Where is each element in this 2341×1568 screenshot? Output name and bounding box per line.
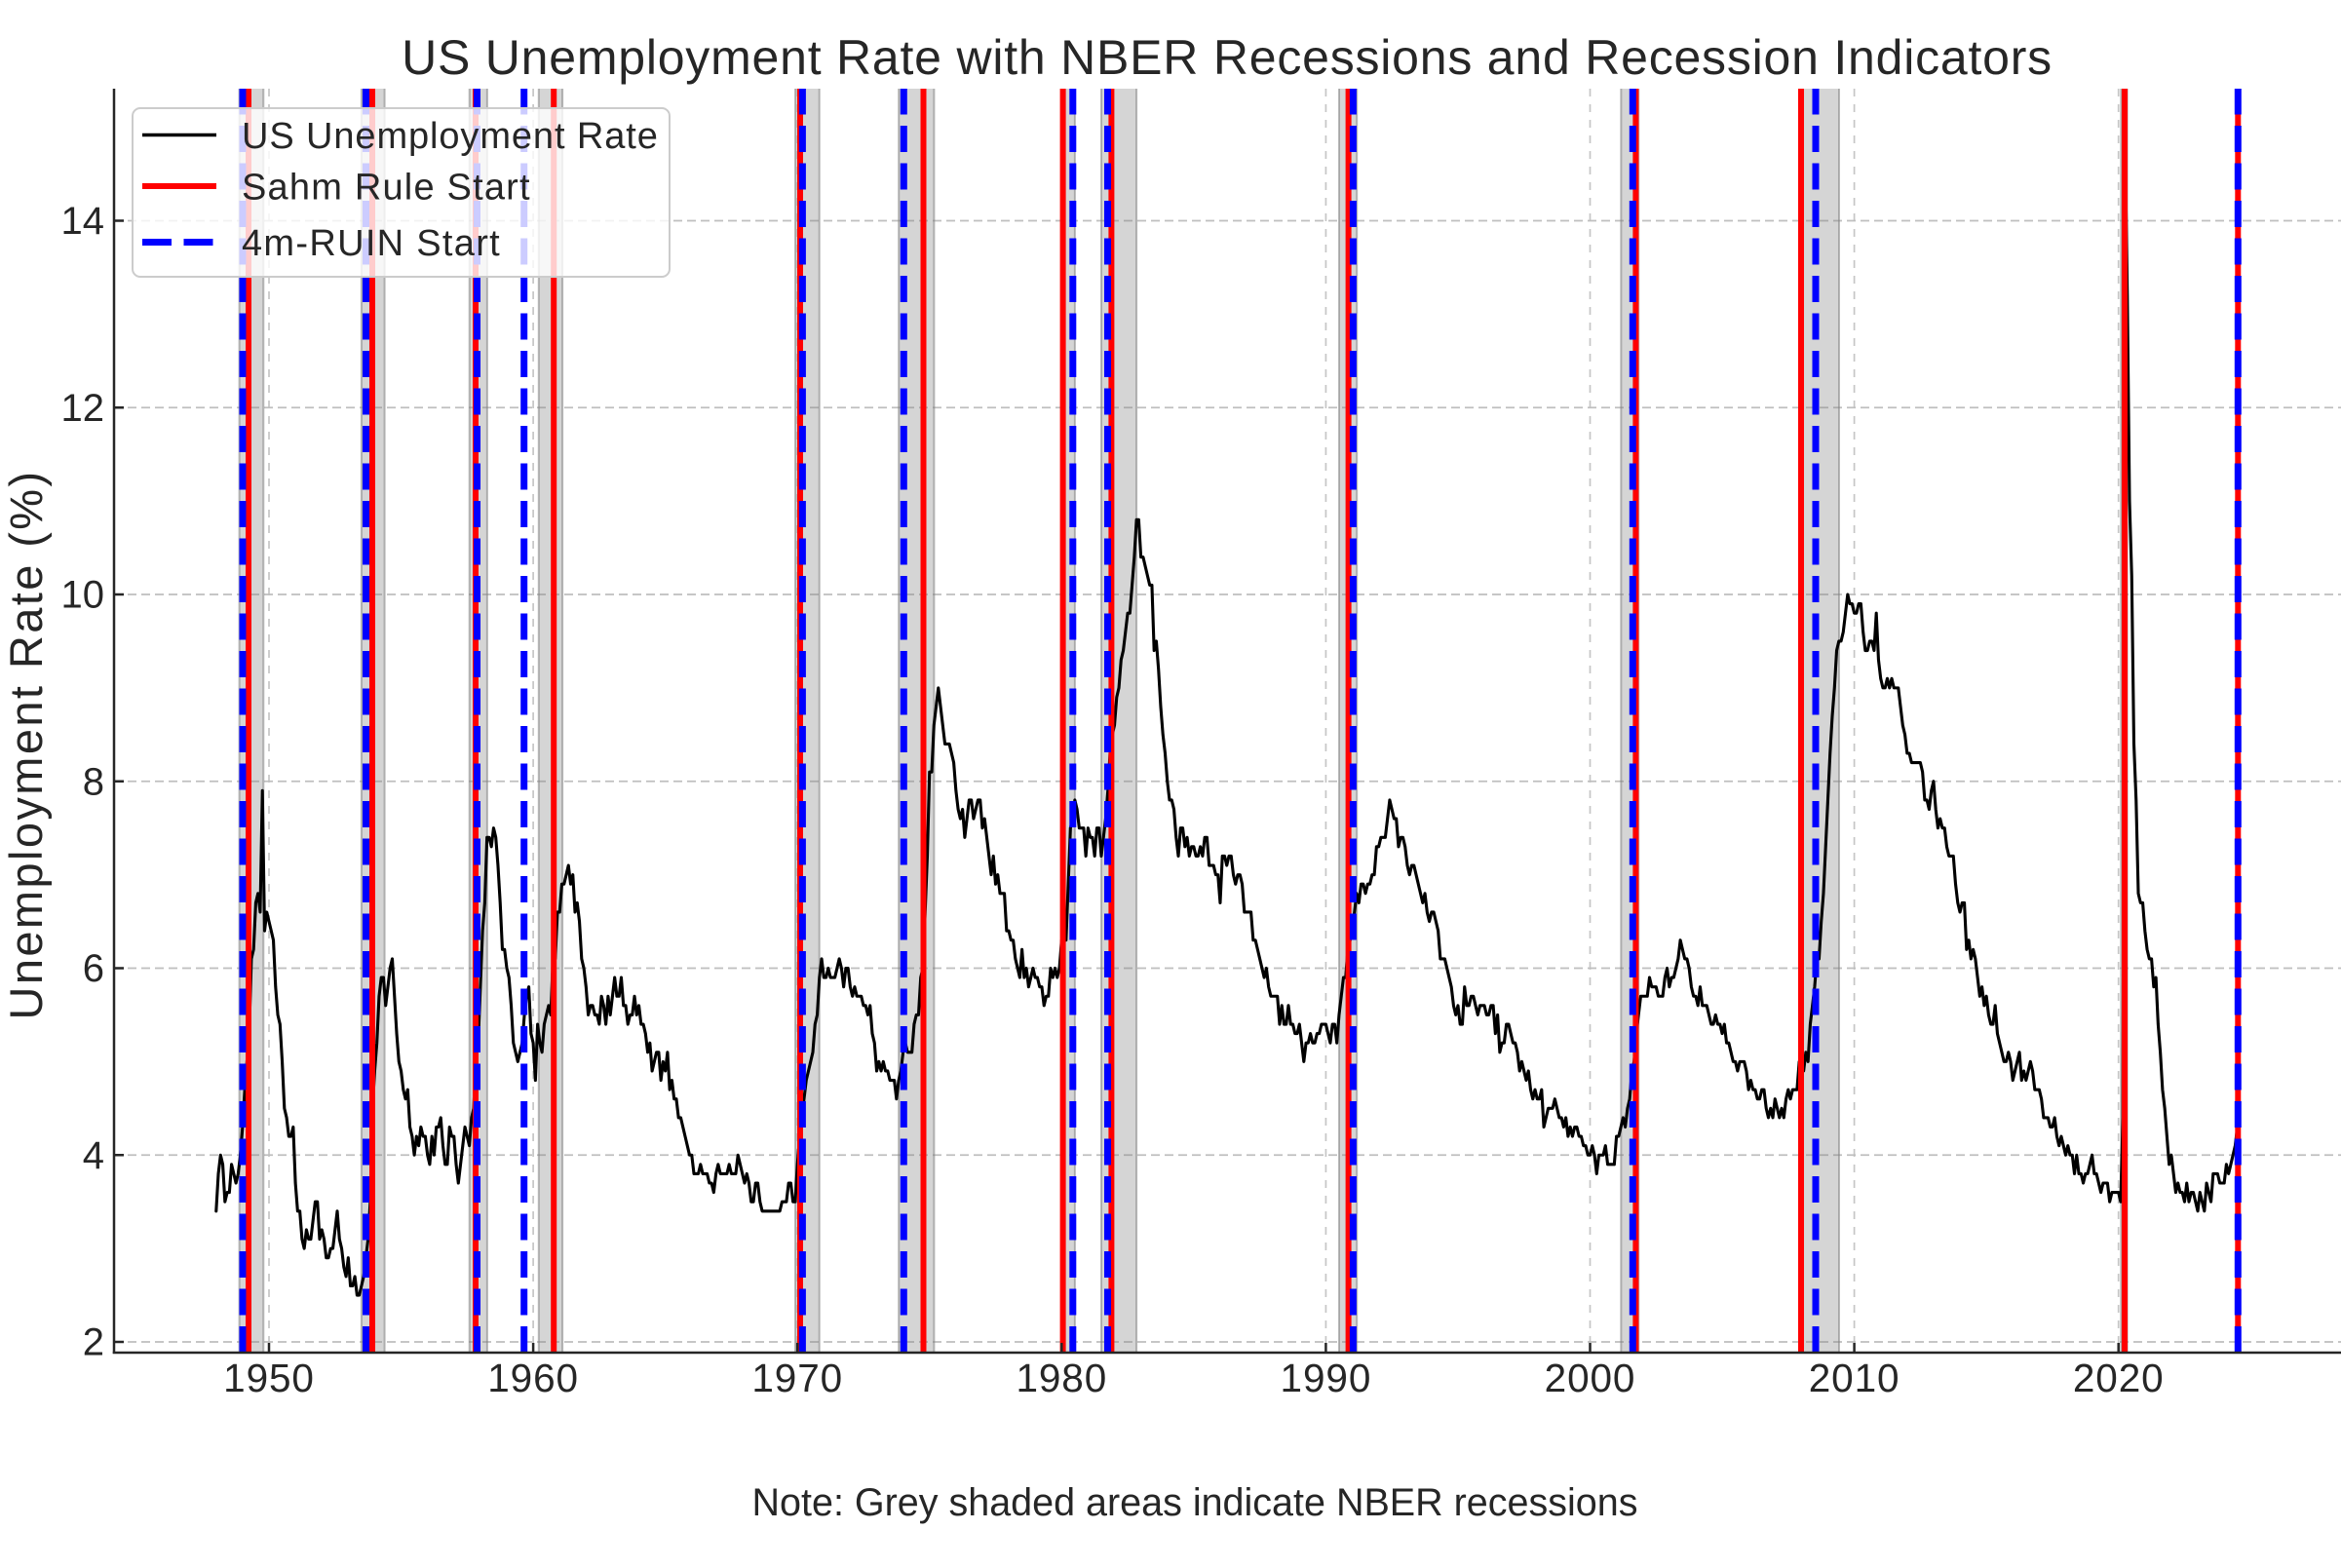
svg-text:Sahm Rule Start: Sahm Rule Start [242,168,531,209]
svg-text:1960: 1960 [487,1356,579,1400]
svg-text:Note: Grey shaded areas indica: Note: Grey shaded areas indicate NBER re… [752,1481,1638,1524]
svg-text:2000: 2000 [1545,1356,1636,1400]
svg-text:US Unemployment Rate with NBER: US Unemployment Rate with NBER Recession… [402,30,2053,85]
svg-text:2020: 2020 [2073,1356,2165,1400]
svg-text:1950: 1950 [223,1356,315,1400]
svg-text:12: 12 [61,387,105,430]
svg-text:1980: 1980 [1016,1356,1107,1400]
svg-text:2: 2 [83,1321,104,1364]
svg-text:US Unemployment Rate: US Unemployment Rate [242,116,659,157]
svg-text:2010: 2010 [1809,1356,1900,1400]
svg-text:4m-RUIN Start: 4m-RUIN Start [242,223,501,264]
svg-text:4: 4 [83,1134,104,1177]
svg-text:10: 10 [61,574,105,617]
svg-text:1990: 1990 [1281,1356,1372,1400]
svg-text:14: 14 [61,200,105,243]
svg-text:1970: 1970 [751,1356,843,1400]
svg-text:8: 8 [83,760,104,803]
svg-text:6: 6 [83,947,104,990]
svg-text:Unemployment Rate (%): Unemployment Rate (%) [0,470,52,1020]
